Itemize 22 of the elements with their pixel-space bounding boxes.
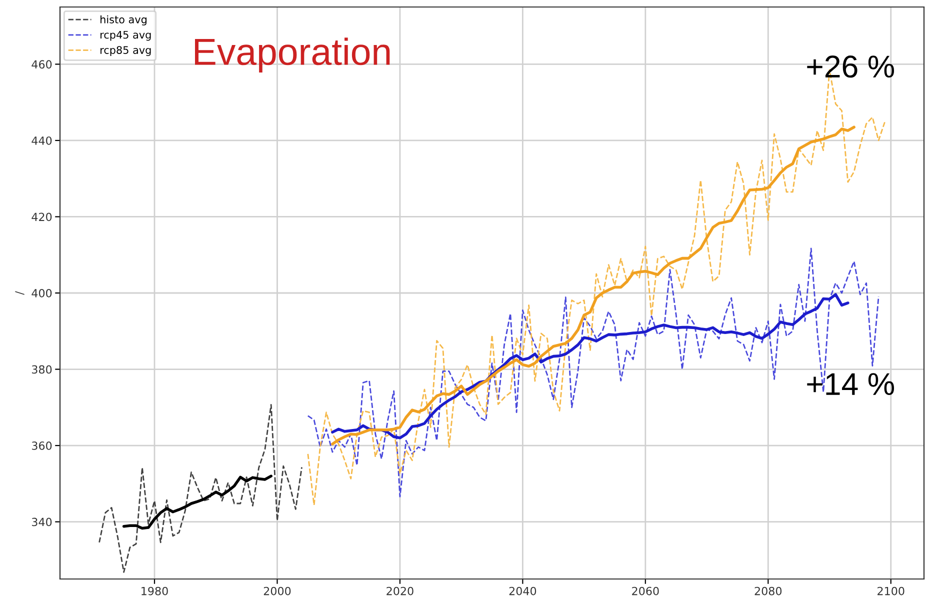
line-series — [98, 404, 302, 573]
y-tick-label: 360 — [32, 442, 52, 450]
y-tick-label: 340 — [32, 518, 52, 526]
y-tick-label: 400 — [32, 288, 52, 298]
legend-label: rcp45 avg — [100, 30, 151, 41]
y-axis-title: / — [15, 291, 24, 295]
legend-label: histo avg — [100, 15, 146, 26]
x-tick-label: 2020 — [386, 586, 414, 596]
legend-label: rcp85 avg — [100, 46, 151, 56]
x-tick-label: 2080 — [754, 586, 782, 596]
y-tick-label: 380 — [32, 365, 52, 374]
annotation: +26 % — [807, 56, 894, 78]
x-tick-label: 2100 — [878, 586, 904, 596]
y-tick-label: 440 — [32, 136, 52, 145]
x-tick-label: 1980 — [142, 586, 168, 596]
line-series — [122, 474, 272, 530]
x-tick-label: 2000 — [264, 586, 291, 596]
text: Evaporation — [195, 38, 390, 73]
y-tick-label: 420 — [32, 212, 52, 222]
y-tick-label: 460 — [32, 60, 52, 69]
x-tick-label: 2040 — [509, 586, 536, 596]
x-tick-label: 2060 — [632, 586, 659, 596]
